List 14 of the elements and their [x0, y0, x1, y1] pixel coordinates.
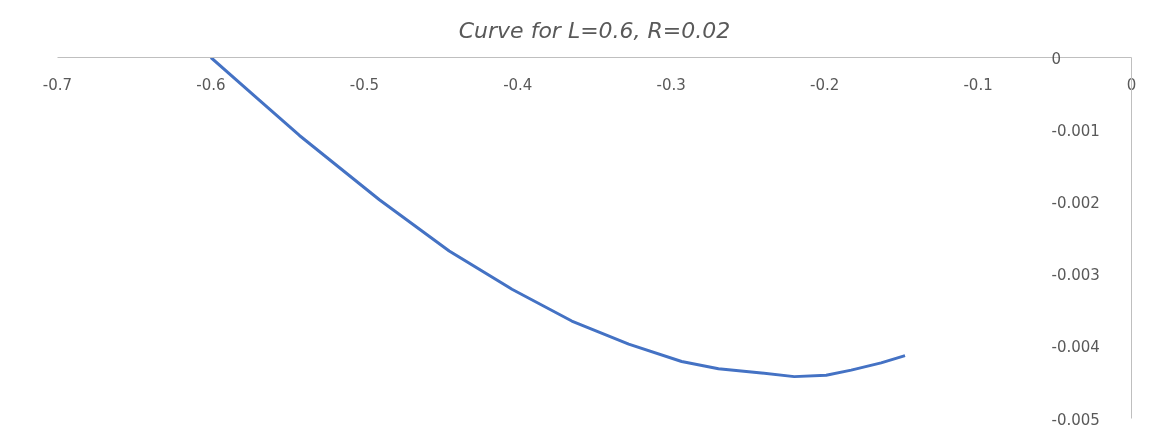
- x-tick-label: -0.6: [196, 75, 226, 94]
- y-tick-label: 0: [1051, 49, 1062, 68]
- x-tick-label: -0.3: [656, 75, 686, 94]
- x-tick-label: -0.4: [503, 75, 533, 94]
- chart-title: Curve for L=0.6, R=0.02: [458, 17, 731, 43]
- y-tick-label: -0.002: [1051, 193, 1100, 212]
- y-tick-label: -0.003: [1051, 266, 1100, 285]
- x-tick-label: -0.5: [349, 75, 379, 94]
- x-tick-label: -0.1: [963, 75, 993, 94]
- y-tick-label: -0.005: [1051, 410, 1100, 429]
- x-tick-label: -0.2: [810, 75, 840, 94]
- x-tick-label: -0.7: [42, 75, 73, 94]
- y-tick-label: -0.004: [1051, 338, 1100, 357]
- y-tick-label: -0.001: [1051, 121, 1100, 140]
